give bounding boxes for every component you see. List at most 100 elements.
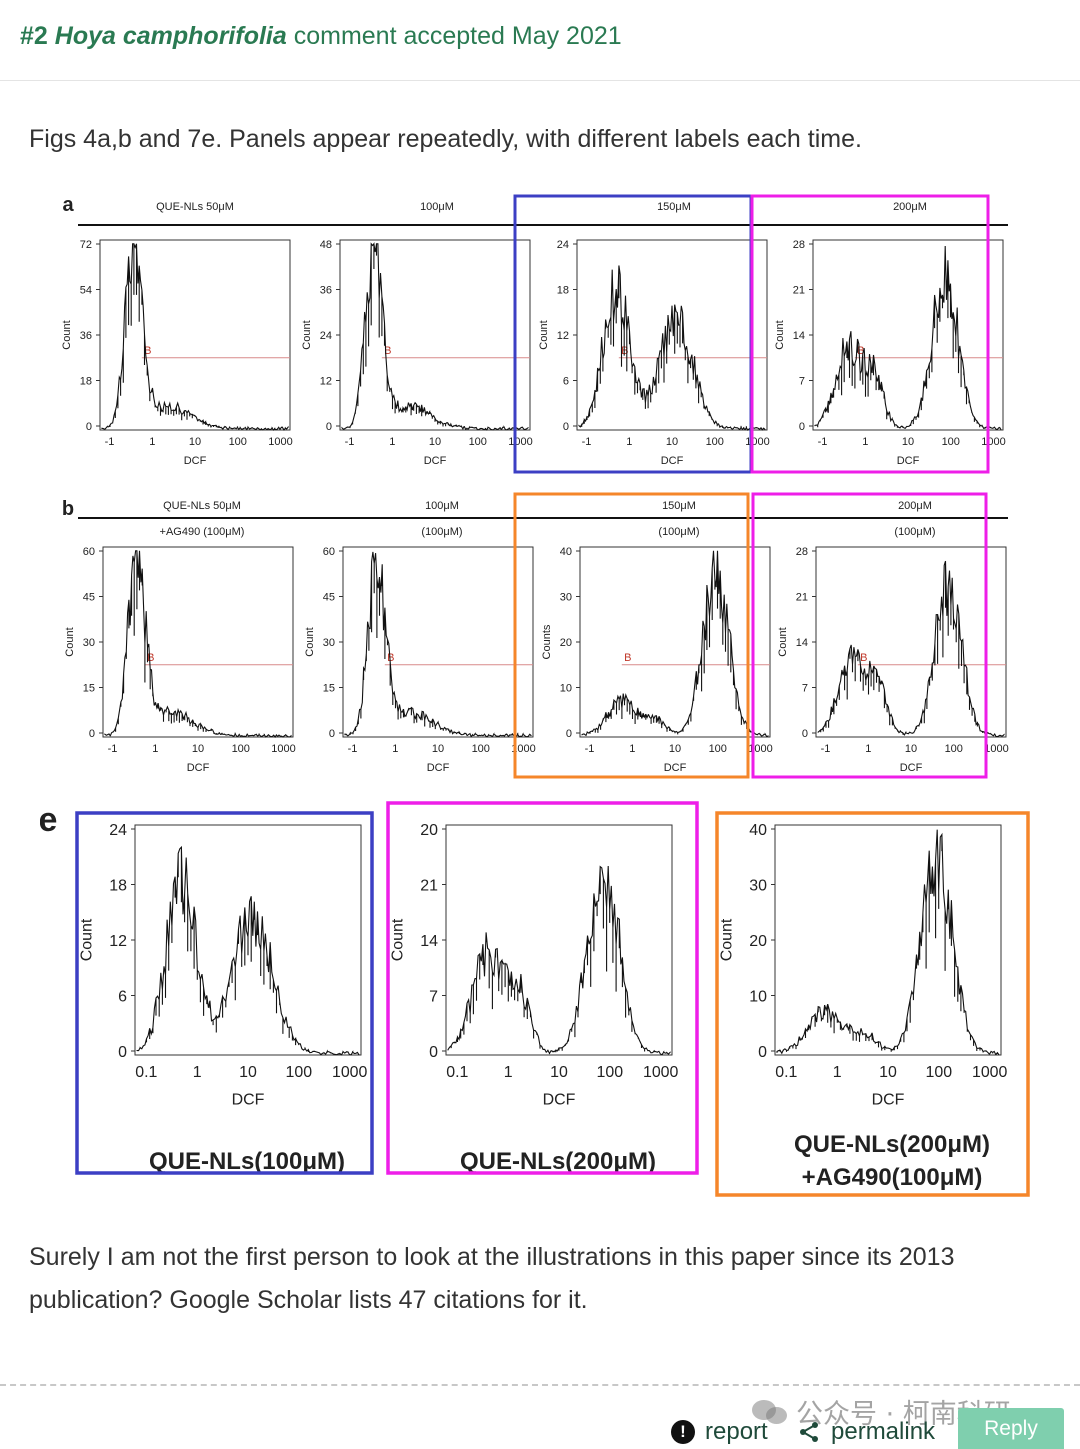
row-b-panel-1-gate-label: B [147, 652, 154, 664]
row-e-panel-2-ytick-label: 20 [420, 822, 438, 839]
row-a-panel-4-ytick-label: 7 [799, 376, 805, 388]
row-e-panel-3-xlabel: DCF [872, 1091, 905, 1108]
row-e-panel-2-xtick-label: 100 [597, 1064, 624, 1081]
comment-divider [0, 1384, 1080, 1386]
row-b-panel-4-histogram [817, 560, 1005, 738]
row-e-panel-1-ytick-label: 12 [109, 933, 127, 950]
row-b-panel-4-xtick-label: 1000 [984, 743, 1008, 755]
row-a-panel-title: QUE-NLs 50μM [156, 201, 234, 213]
row-b-panel-4-ytick-label: 28 [796, 546, 808, 558]
row-a-panel-2-ytick-label: 36 [320, 285, 332, 297]
row-a-panel-2-xtick-label: -1 [345, 436, 355, 448]
row-b-panel-3-histogram [581, 550, 769, 738]
row-a-panel-4-ytick-label: 28 [793, 239, 805, 251]
row-b-panel-1-xtick-label: -1 [108, 743, 118, 755]
row-b-panel-1-xtick-label: 100 [232, 743, 250, 755]
row-b-panel-3-ytick-label: 40 [560, 546, 572, 558]
row-a-panel-4-ylabel: Count [774, 320, 786, 349]
row-e-panel-3-xtick-label: 1000 [972, 1064, 1008, 1081]
row-a-panel-3-ytick-label: 0 [563, 421, 569, 433]
row-e-panel-2-ytick-label: 14 [420, 933, 438, 950]
row-b-panel-3-plot-frame [579, 546, 771, 738]
row-a-panel-4-xtick-label: 10 [902, 436, 914, 448]
row-b-panel-3-gate-label: B [624, 652, 631, 664]
row-a-panel-1-gate-label: B [144, 345, 151, 357]
row-b-panel-1-ytick-label: 60 [83, 546, 95, 558]
row-b-panel-2-ylabel: Count [304, 627, 316, 656]
row-a-panel-4-plot-frame [812, 239, 1004, 431]
row-b-panel-4-xtick-label: 1 [865, 743, 871, 755]
row-e-panel-3-xtick-label: 1 [833, 1064, 842, 1081]
row-a-panel-2-xtick-label: 1000 [508, 436, 532, 448]
row-b-panel-subtitle: (100μM) [421, 526, 462, 538]
row-a-panel-2-gate-label: B [384, 345, 391, 357]
row-a-panel-3-xtick-label: 10 [666, 436, 678, 448]
row-b-panel-2-xtick-label: 1000 [511, 743, 535, 755]
wechat-icon [752, 1398, 788, 1426]
row-b-panel-3-ytick-label: 0 [566, 728, 572, 740]
row-a-panel-3-xtick-label: 1 [626, 436, 632, 448]
share-icon [800, 1422, 818, 1442]
row-a-panel-1-ytick-label: 18 [80, 376, 92, 388]
row-b-panel-1-xlabel: DCF [187, 762, 210, 774]
row-a-panel-4-xtick-label: 100 [942, 436, 960, 448]
row-a-panel-4-gate-label: B [857, 345, 864, 357]
row-a-panel-3-ytick-label: 18 [557, 285, 569, 297]
row-b-panel-2-xtick-label: 10 [432, 743, 444, 755]
row-b-panel-4-ytick-label: 7 [802, 683, 808, 695]
row-e-panel-1-xlabel: DCF [232, 1091, 265, 1108]
comment-status: comment accepted May 2021 [293, 22, 622, 50]
row-a-panel-4-ytick-label: 14 [793, 330, 805, 342]
row-b-panel-4-plot-frame [815, 546, 1007, 738]
row-b-panel-1-ytick-label: 0 [89, 728, 95, 740]
row-b-panel-1-xtick-label: 1000 [271, 743, 295, 755]
row-a-panel-2-xtick-label: 100 [469, 436, 487, 448]
row-e-panel-3-ytick-label: 20 [749, 933, 767, 950]
row-e-panel-2-ylabel: Count [390, 918, 407, 961]
row-a-panel-1-xtick-label: 10 [189, 436, 201, 448]
row-e-panel-2-ytick-label: 21 [420, 877, 438, 894]
row-a-panel-4-xlabel: DCF [897, 455, 920, 467]
row-e-caption: QUE-NLs(200μM) [794, 1131, 990, 1158]
row-b-panel-1-ytick-label: 45 [83, 592, 95, 604]
comment-number[interactable]: #2 [20, 22, 48, 50]
row-a-panel-1-xlabel: DCF [184, 455, 207, 467]
row-e-panel-2-plot-frame [445, 824, 673, 1056]
row-e-panel-3-ytick-label: 0 [758, 1044, 767, 1061]
row-a-panel-title: 100μM [420, 201, 454, 213]
row-e-panel-3-xtick-label: 100 [926, 1064, 953, 1081]
row-b-panel-2-xtick-label: -1 [348, 743, 358, 755]
permalink-link[interactable]: permalink [797, 1418, 935, 1446]
row-a-panel-4-xtick-label: 1000 [981, 436, 1005, 448]
row-e-panel-1-ytick-label: 0 [118, 1044, 127, 1061]
row-a-panel-1-ylabel: Count [61, 320, 73, 349]
row-a-highlight-box [750, 194, 990, 474]
row-b-panel-4-ytick-label: 21 [796, 592, 808, 604]
row-b-panel-4-ytick-label: 14 [796, 637, 808, 649]
row-e-panel-2-ytick-label: 0 [429, 1044, 438, 1061]
reply-button[interactable]: Reply [958, 1408, 1064, 1449]
report-link[interactable]: ! report [671, 1418, 768, 1446]
row-b-panel-subtitle: (100μM) [894, 526, 935, 538]
row-b-panel-2-ytick-label: 0 [329, 728, 335, 740]
row-a-panel-2-ytick-label: 24 [320, 330, 332, 342]
row-a-panel-3-xtick-label: -1 [582, 436, 592, 448]
row-e-caption: QUE-NLs(200μM) [460, 1148, 656, 1175]
comment-header: #2 Hoya camphorifolia comment accepted M… [0, 0, 1080, 81]
row-a-panel-2-histogram [341, 242, 529, 431]
row-e-panel-3-xtick-label: 10 [879, 1064, 897, 1081]
row-a-panel-2-xtick-label: 10 [429, 436, 441, 448]
row-b-panel-1-ytick-label: 30 [83, 637, 95, 649]
species-name[interactable]: Hoya camphorifolia [54, 22, 287, 50]
row-e-panel-1-ytick-label: 18 [109, 877, 127, 894]
row-b-panel-1-histogram [104, 550, 292, 738]
row-b-panel-4-xtick-label: 100 [945, 743, 963, 755]
row-a-panel-2-xlabel: DCF [424, 455, 447, 467]
row-e-panel-2-xtick-label: 0.1 [446, 1064, 468, 1081]
row-b-panel-2-histogram [344, 551, 532, 738]
row-a-panel-1-ytick-label: 72 [80, 239, 92, 251]
row-e-panel-2-xtick-label: 1 [504, 1064, 513, 1081]
row-b-panel-2-xtick-label: 1 [392, 743, 398, 755]
row-b-panel-4-ylabel: Count [777, 627, 789, 656]
